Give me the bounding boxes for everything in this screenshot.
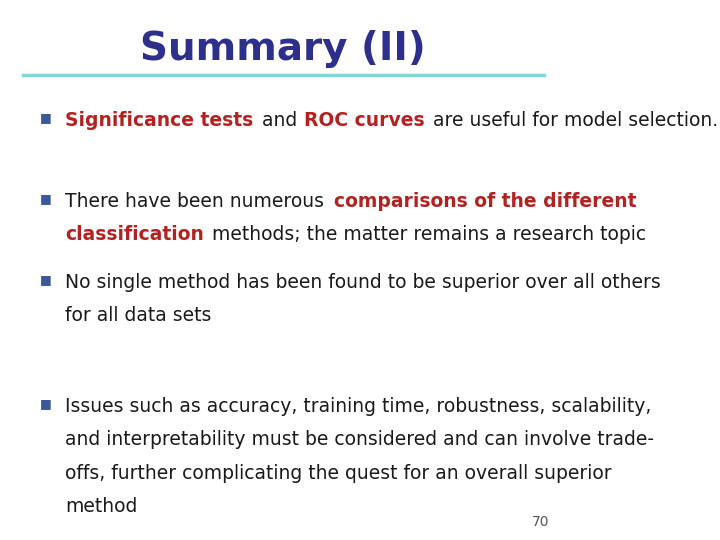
Text: ROC curves: ROC curves bbox=[305, 111, 425, 130]
Text: No single method has been found to be superior over all others: No single method has been found to be su… bbox=[65, 273, 661, 292]
Text: methods; the matter remains a research topic: methods; the matter remains a research t… bbox=[206, 225, 647, 244]
Text: There have been numerous: There have been numerous bbox=[65, 192, 330, 211]
Text: ■: ■ bbox=[40, 273, 51, 286]
Text: ■: ■ bbox=[40, 397, 51, 410]
Text: offs, further complicating the quest for an overall superior: offs, further complicating the quest for… bbox=[65, 464, 612, 483]
Text: method: method bbox=[65, 497, 138, 516]
Text: ■: ■ bbox=[40, 192, 51, 205]
Text: comparisons of the different: comparisons of the different bbox=[334, 192, 636, 211]
Text: classification: classification bbox=[65, 225, 204, 244]
Text: and interpretability must be considered and can involve trade-: and interpretability must be considered … bbox=[65, 430, 654, 449]
Text: 70: 70 bbox=[532, 515, 549, 529]
Text: and: and bbox=[256, 111, 304, 130]
Text: are useful for model selection.: are useful for model selection. bbox=[427, 111, 718, 130]
Text: Issues such as accuracy, training time, robustness, scalability,: Issues such as accuracy, training time, … bbox=[65, 397, 652, 416]
Text: ■: ■ bbox=[40, 111, 51, 124]
Text: for all data sets: for all data sets bbox=[65, 306, 212, 325]
Text: Significance tests: Significance tests bbox=[65, 111, 253, 130]
Text: Summary (II): Summary (II) bbox=[140, 30, 426, 68]
